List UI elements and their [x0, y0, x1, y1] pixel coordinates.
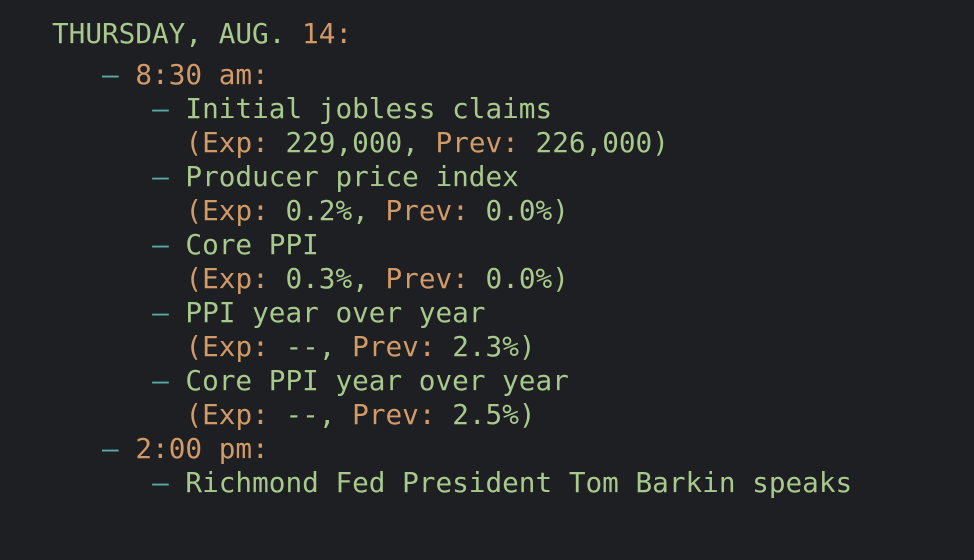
event-figures: (Exp: --, Prev: 2.5%): [185, 398, 535, 432]
prev-value: 0.0%): [485, 262, 569, 295]
event: – Producer price index: [152, 160, 519, 194]
time-heading: – 8:30 am:: [102, 58, 269, 92]
bullet: –: [152, 466, 169, 499]
bullet: –: [102, 432, 119, 465]
event-figures: (Exp: 229,000, Prev: 226,000): [185, 126, 668, 160]
event-name: Initial jobless claims: [185, 92, 553, 125]
exp-value: 229,000,: [285, 126, 419, 159]
exp-value: 0.2%,: [285, 194, 369, 227]
exp-value: 0.3%,: [285, 262, 369, 295]
time-heading: – 2:00 pm:: [102, 432, 269, 466]
bullet: –: [152, 364, 169, 397]
exp-label: (Exp:: [185, 262, 269, 295]
exp-value: --,: [285, 398, 336, 431]
event-figures: (Exp: --, Prev: 2.3%): [185, 330, 535, 364]
bullet: –: [152, 160, 169, 193]
exp-value: --,: [285, 330, 336, 363]
exp-label: (Exp:: [185, 398, 269, 431]
day: THURSDAY, AUG.: [52, 17, 286, 50]
prev-label: Prev:: [352, 398, 436, 431]
event: – Richmond Fed President Tom Barkin spea…: [152, 466, 852, 500]
prev-label: Prev:: [352, 330, 436, 363]
prev-label: Prev:: [385, 262, 469, 295]
bullet: –: [152, 296, 169, 329]
time: 2:00 pm:: [135, 432, 269, 465]
prev-value: 2.3%): [452, 330, 536, 363]
event-name: Core PPI year over year: [185, 364, 569, 397]
event-figures: (Exp: 0.3%, Prev: 0.0%): [185, 262, 568, 296]
event: – Initial jobless claims: [152, 92, 552, 126]
prev-label: Prev:: [435, 126, 519, 159]
prev-value: 226,000): [535, 126, 669, 159]
event-name: Richmond Fed President Tom Barkin speaks: [185, 466, 853, 499]
exp-label: (Exp:: [185, 126, 269, 159]
time: 8:30 am:: [135, 58, 269, 91]
prev-value: 2.5%): [452, 398, 536, 431]
event: – Core PPI: [152, 228, 319, 262]
event-name: Core PPI: [185, 228, 319, 261]
event-name: PPI year over year: [185, 296, 486, 329]
bullet: –: [102, 58, 119, 91]
date: 14:: [302, 17, 353, 50]
event: – Core PPI year over year: [152, 364, 569, 398]
bullet: –: [152, 228, 169, 261]
exp-label: (Exp:: [185, 330, 269, 363]
event: – PPI year over year: [152, 296, 485, 330]
prev-value: 0.0%): [485, 194, 569, 227]
event-name: Producer price index: [185, 160, 519, 193]
event-figures: (Exp: 0.2%, Prev: 0.0%): [185, 194, 568, 228]
prev-label: Prev:: [385, 194, 469, 227]
bullet: –: [152, 92, 169, 125]
exp-label: (Exp:: [185, 194, 269, 227]
day-heading: THURSDAY, AUG. 14:: [52, 17, 352, 51]
